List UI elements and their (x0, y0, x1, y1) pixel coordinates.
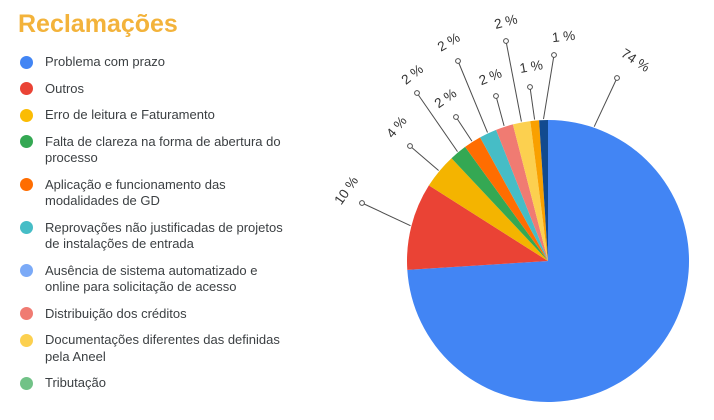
legend-color-dot (20, 108, 33, 122)
legend-color-dot (20, 333, 33, 347)
legend-item-label: Erro de leitura e Faturamento (45, 107, 215, 122)
legend-item[interactable]: Tributação (20, 375, 320, 392)
legend-item-label: Tributação (45, 375, 106, 390)
slice-percentage-label: 1 % (551, 28, 576, 45)
leader-dot (503, 38, 509, 44)
pie-slice[interactable] (530, 120, 548, 261)
legend-item-label: Ausência de sistema automatizado e onlin… (45, 262, 258, 295)
legend-item-label: Problema com prazo (45, 54, 165, 69)
pie-slice[interactable] (428, 158, 548, 261)
leader-line (455, 116, 473, 142)
leader-dot (414, 90, 420, 96)
leader-line (361, 202, 411, 227)
slice-percentage-label: 2 % (398, 61, 426, 87)
slice-percentage-label: 2 % (435, 30, 463, 55)
pie-slice[interactable] (407, 120, 690, 402)
slice-percentage-label: 4 % (383, 113, 409, 140)
slice-percentage-label: 10 % (331, 174, 361, 208)
legend-color-dot (20, 376, 33, 390)
leader-line (593, 77, 618, 127)
leader-line (409, 145, 439, 171)
leader-dot (551, 52, 557, 58)
leader-dot (359, 200, 365, 206)
slice-leader-lines (359, 38, 620, 227)
slice-percentage-label: 74 % (618, 46, 652, 75)
pie-slice[interactable] (496, 124, 548, 262)
legend-color-dot (20, 307, 33, 320)
leader-dot (527, 84, 533, 90)
leader-dot (455, 58, 461, 64)
legend-color-dot (20, 55, 33, 69)
legend-item[interactable]: Erro de leitura e Faturamento (20, 107, 320, 124)
page-title: Reclamações (18, 10, 178, 38)
legend-color-dot (20, 135, 33, 148)
pie-slice[interactable] (539, 120, 548, 261)
legend-item[interactable]: Documentações diferentes das definidas p… (20, 332, 320, 365)
slice-percentage-label: 2 % (493, 11, 519, 32)
legend-item-label: Distribuição dos créditos (45, 305, 187, 321)
pie-slice[interactable] (465, 137, 548, 261)
legend-item-label: Outros (45, 80, 85, 96)
legend-item[interactable]: Problema com prazo (20, 54, 320, 71)
pie-slice[interactable] (451, 146, 549, 261)
legend-item-label: Documentações diferentes das definidas p… (45, 332, 280, 364)
pie-slice[interactable] (480, 129, 548, 261)
leader-dot (453, 114, 459, 120)
pie-slices (407, 120, 690, 402)
pie-chart: 74 %10 %4 %2 %2 %2 %2 %2 %1 %1 % (331, 11, 690, 402)
leader-dot (407, 143, 413, 149)
chart-legend: Problema com prazo Outros Erro de leitura … (20, 54, 320, 392)
leader-line (416, 92, 458, 152)
legend-color-dot (20, 82, 33, 95)
legend-item[interactable]: Aplicação e funcionamento das modalidade… (20, 177, 320, 210)
legend-item-label: Falta de clareza na forma de abertura do… (45, 133, 281, 166)
leader-line (529, 86, 536, 120)
legend-item-label: Reprovações não justificadas de projetos… (45, 219, 283, 252)
leader-line (495, 95, 505, 127)
legend-item[interactable]: Reprovações não justificadas de projetos… (20, 220, 320, 253)
pie-slice[interactable] (512, 121, 548, 261)
legend-item[interactable]: Outros (20, 81, 320, 98)
pie-slice[interactable] (407, 185, 548, 270)
legend-color-dot (20, 264, 33, 277)
leader-line (505, 40, 522, 122)
legend-item[interactable]: Falta de clareza na forma de abertura do… (20, 134, 320, 167)
leader-line (457, 60, 488, 133)
leader-dot (493, 93, 499, 99)
legend-item[interactable]: Distribuição dos créditos (20, 306, 320, 323)
leader-dot (614, 75, 620, 81)
slice-percentage-label: 2 % (477, 66, 504, 89)
slice-percentage-label: 1 % (518, 57, 544, 76)
legend-item[interactable]: Ausência de sistema automatizado e onlin… (20, 263, 320, 296)
leader-line (543, 54, 555, 120)
legend-color-dot (20, 178, 33, 191)
legend-color-dot (20, 221, 33, 234)
legend-item-label: Aplicação e funcionamento das modalidade… (45, 176, 226, 209)
slice-percentage-label: 2 % (432, 85, 460, 111)
